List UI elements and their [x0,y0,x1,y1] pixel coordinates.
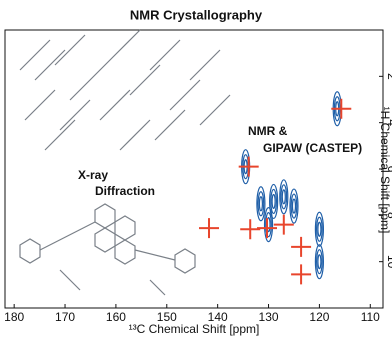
chart-title: NMR Crystallography [130,7,263,22]
contour-peak [318,222,321,236]
calculated-shift [240,219,260,239]
calculated-shift [291,264,311,284]
contour-peak [318,255,321,269]
x-tick-label: 160 [106,310,126,324]
x-tick-label: 170 [55,310,75,324]
x-tick-label: 130 [259,310,279,324]
annotation: X-ray [78,168,108,182]
y-tick-label: 4 [385,119,392,126]
calculated-shift [199,218,219,238]
x-tick-label: 120 [309,310,329,324]
x-tick-label: 180 [4,310,24,324]
y-tick-label: 6 [385,166,392,173]
contour-peak [272,194,275,208]
molecule-structure [20,204,195,295]
y-tick-label: 2 [385,73,392,80]
contour-peak [282,190,285,204]
contour-peak [259,197,262,211]
y-tick-label: 8 [385,212,392,219]
x-axis-label: ¹³C Chemical Shift [ppm] [129,322,260,336]
annotation: GIPAW (CASTEP) [263,141,362,155]
y-tick-label: 10 [385,255,392,269]
plot-frame [5,30,383,308]
x-tick-label: 140 [208,310,228,324]
annotation: NMR & [248,124,288,138]
calculated-shift [291,237,311,257]
chart: NMR Crystallography X-ray Diffraction NM… [0,0,392,339]
x-tick-label: 150 [157,310,177,324]
x-tick-label: 110 [361,310,380,324]
contour-peak [292,199,295,213]
annotation: Diffraction [95,184,155,198]
crystal-packing [20,30,230,150]
